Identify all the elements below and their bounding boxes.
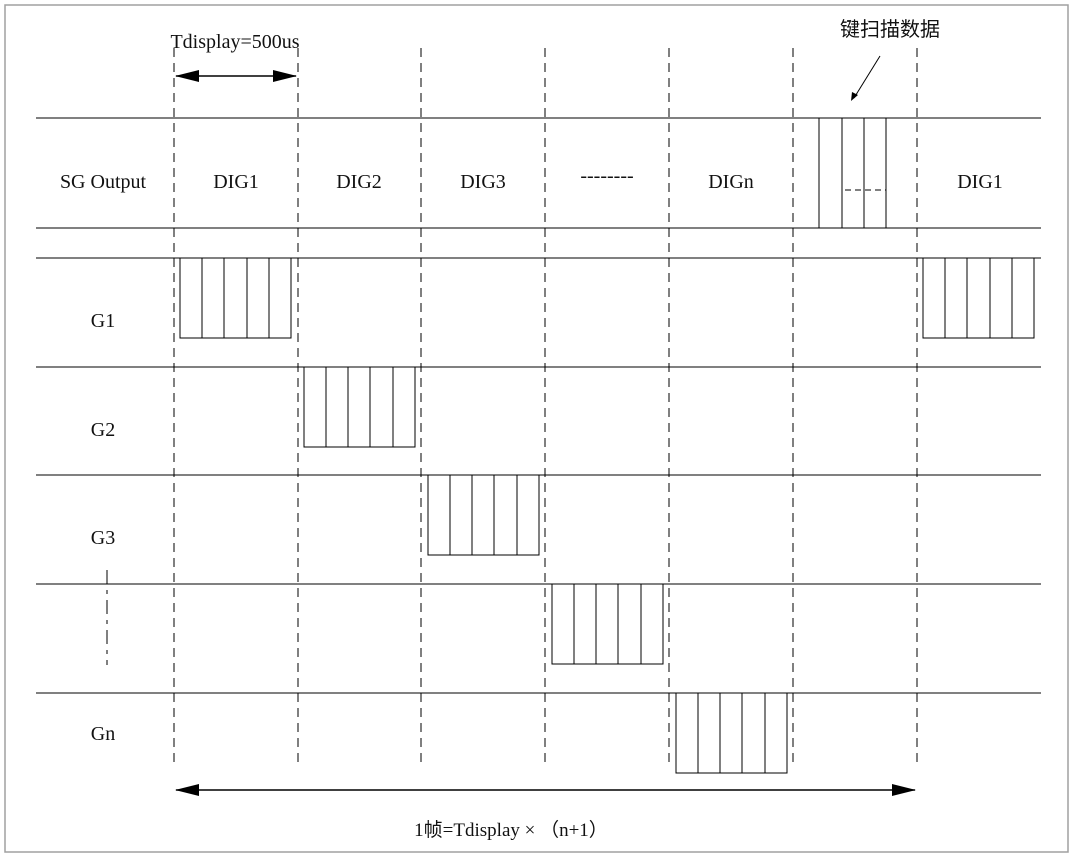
slot-label: DIG2 xyxy=(336,171,382,193)
slot-label: DIG1 xyxy=(957,171,1003,193)
row-label: G2 xyxy=(91,419,115,441)
pulse-block-g2 xyxy=(303,367,416,448)
frame-label: 1帧=Tdisplay × （n+1） xyxy=(414,819,608,841)
pulse-block-gx xyxy=(551,584,664,665)
pulse-block-g1-repeat xyxy=(922,258,1035,339)
slot-label: DIG1 xyxy=(213,171,259,193)
figure-frame xyxy=(4,4,1069,853)
band-lines xyxy=(36,117,1041,694)
row-label: G3 xyxy=(91,527,115,549)
sg-output-label: SG Output xyxy=(60,171,147,193)
key-scan-pointer-head xyxy=(851,92,858,101)
pulse-block-g3 xyxy=(427,475,540,556)
tdisplay-label: Tdisplay=500us xyxy=(170,31,299,53)
pulse-block-gn xyxy=(675,693,788,774)
key-scan-waveform xyxy=(818,118,887,228)
slot-boundaries xyxy=(173,48,918,762)
slot-ellipsis: -------- xyxy=(580,165,633,187)
key-scan-label: 键扫描数据 xyxy=(840,18,940,41)
pulse-block-g1 xyxy=(179,258,292,339)
key-scan-pointer xyxy=(853,55,881,99)
row-label: G1 xyxy=(91,310,115,332)
row-label: Gn xyxy=(91,723,115,745)
slot-label: DIG3 xyxy=(460,171,506,193)
slot-label: DIGn xyxy=(708,171,754,193)
